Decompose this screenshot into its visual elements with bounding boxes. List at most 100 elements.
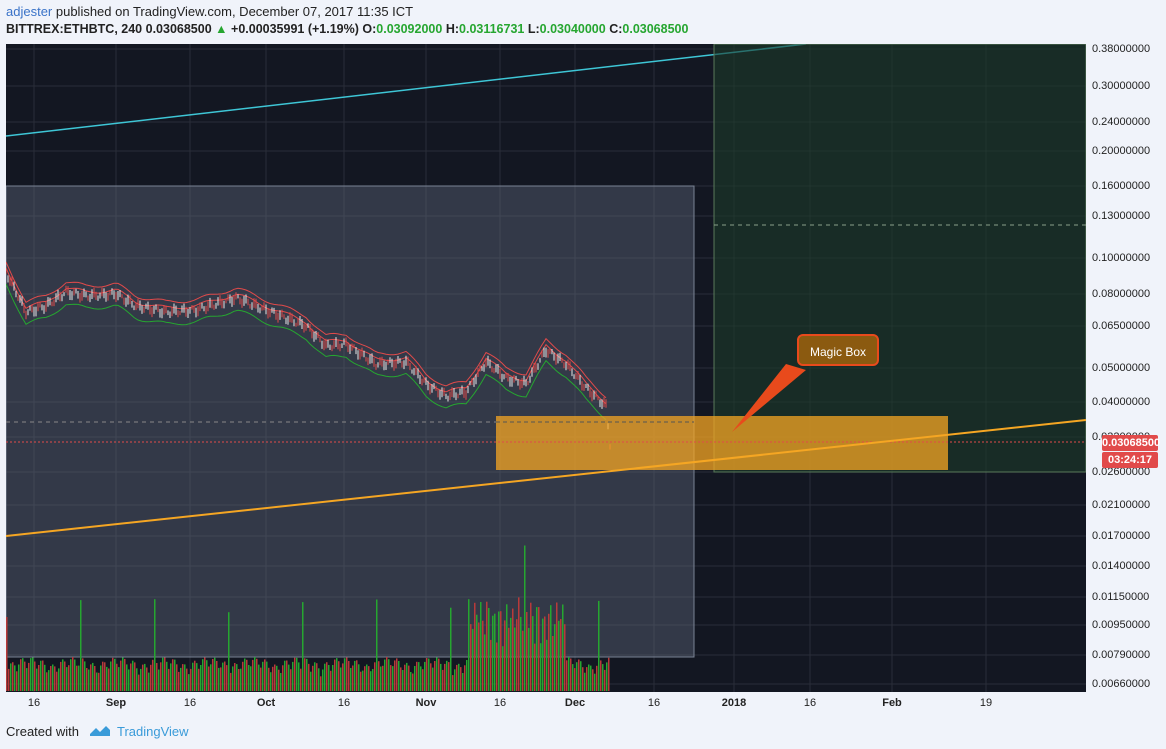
- volume-bar: [384, 659, 386, 691]
- volume-bar: [50, 666, 52, 691]
- volume-bar: [228, 612, 230, 691]
- volume-bar: [558, 620, 560, 691]
- volume-bar: [448, 662, 450, 691]
- footer: Created with TradingView: [0, 714, 1166, 749]
- volume-bar: [42, 660, 44, 691]
- volume-bar: [52, 664, 54, 691]
- volume-bar: [38, 665, 40, 691]
- volume-bar: [334, 659, 336, 691]
- volume-bar: [124, 658, 126, 691]
- volume-bar: [506, 604, 508, 691]
- high-value: 0.03116731: [459, 22, 525, 36]
- volume-bar: [364, 666, 366, 691]
- volume-bar: [444, 663, 446, 691]
- time-label: Sep: [105, 697, 127, 709]
- time-label: 2018: [721, 697, 747, 709]
- volume-bar: [24, 661, 26, 691]
- volume-bar: [406, 662, 408, 691]
- volume-bar: [570, 658, 572, 691]
- price-label: 0.05000000: [1092, 362, 1151, 374]
- up-arrow-icon: ▲: [215, 22, 228, 36]
- volume-bar: [40, 660, 42, 691]
- volume-bar: [34, 661, 36, 691]
- volume-bar: [92, 662, 94, 691]
- orange-trend-line[interactable]: [6, 419, 1086, 537]
- volume-bar: [244, 658, 246, 691]
- volume-bar: [264, 659, 266, 691]
- volume-bar: [510, 617, 512, 691]
- volume-bar: [320, 676, 322, 691]
- volume-bar: [190, 668, 192, 691]
- volume-bar: [150, 664, 152, 691]
- volume-bar: [548, 613, 550, 691]
- volume-bar: [486, 601, 488, 691]
- volume-bar: [96, 672, 98, 691]
- volume-bar: [498, 611, 500, 691]
- symbol-name[interactable]: BITTREX:ETHBTC, 240: [6, 22, 143, 36]
- cyan-trend-line[interactable]: [6, 44, 807, 137]
- ma-ribbon-upper: [6, 261, 607, 399]
- volume-bar: [410, 672, 412, 691]
- volume-bar: [556, 602, 558, 691]
- volume-bar: [600, 660, 602, 691]
- volume-bar: [222, 662, 224, 691]
- volume-bar: [78, 665, 80, 691]
- price-label: 0.00660000: [1092, 678, 1151, 690]
- volume-bar: [74, 659, 76, 691]
- volume-bar: [380, 666, 382, 691]
- volume-bar: [528, 627, 530, 691]
- volume-bar: [358, 664, 360, 691]
- time-label: Nov: [415, 697, 437, 709]
- volume-bar: [118, 667, 120, 691]
- time-axis[interactable]: 16 Sep 16 Oct 16 Nov 16 Dec 16 2018 16 Feb 19: [6, 692, 1086, 714]
- volume-bar: [240, 668, 242, 691]
- price-label: 0.01700000: [1092, 530, 1151, 542]
- price-label: 0.06500000: [1092, 320, 1151, 332]
- volume-bar: [362, 670, 364, 691]
- volume-bar: [158, 669, 160, 691]
- volume-bar: [260, 667, 262, 691]
- volume-bar: [140, 668, 142, 691]
- price-label: 0.04000000: [1092, 396, 1151, 408]
- volume-bar: [220, 667, 222, 691]
- volume-bar: [366, 664, 368, 691]
- volume-bar: [490, 639, 492, 691]
- created-with-text: Created with: [6, 724, 79, 739]
- volume-bar: [338, 661, 340, 691]
- volume-bar: [242, 661, 244, 691]
- volume-bar: [534, 643, 536, 691]
- volume-bar: [226, 665, 228, 691]
- volume-bar: [336, 658, 338, 691]
- volume-bar: [258, 664, 260, 691]
- volume-bar: [160, 662, 162, 691]
- projection-area[interactable]: [713, 44, 1086, 473]
- volume-bar: [280, 673, 282, 691]
- volume-bar: [502, 646, 504, 691]
- author-link[interactable]: adjester: [6, 4, 53, 19]
- tradingview-brand-link[interactable]: TradingView: [117, 724, 189, 739]
- volume-bar: [292, 661, 294, 691]
- price-axis[interactable]: 0.38000000 0.30000000 0.24000000 0.20000000…: [1086, 43, 1166, 692]
- volume-bar: [84, 661, 86, 691]
- volume-bar: [532, 616, 534, 691]
- chart-canvas[interactable]: [6, 44, 1086, 692]
- volume-bar: [174, 659, 176, 691]
- magic-box-callout[interactable]: Magic Box: [797, 334, 879, 366]
- volume-bar: [270, 672, 272, 691]
- volume-bar: [604, 669, 606, 691]
- volume-bar: [398, 661, 400, 691]
- volume-bar: [304, 658, 306, 691]
- volume-bar: [306, 658, 308, 691]
- volume-bar: [608, 657, 610, 691]
- volume-bar: [460, 667, 462, 691]
- volume-bar: [232, 666, 234, 691]
- volume-bar: [98, 672, 100, 691]
- price-label: 0.10000000: [1092, 252, 1151, 264]
- volume-bar: [478, 622, 480, 691]
- volume-bar: [476, 614, 478, 691]
- volume-bar: [344, 658, 346, 691]
- volume-bar: [404, 664, 406, 691]
- volume-bar: [508, 627, 510, 691]
- volume-bar: [388, 659, 390, 691]
- volume-bar: [446, 660, 448, 691]
